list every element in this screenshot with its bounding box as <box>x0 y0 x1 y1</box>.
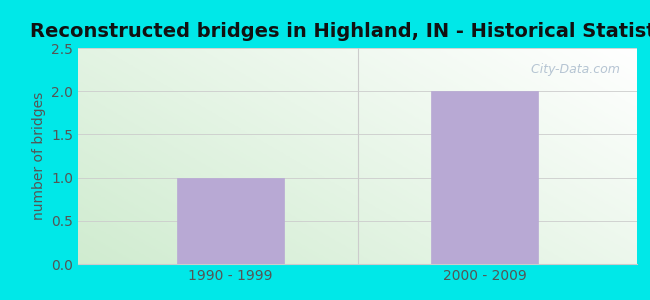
Y-axis label: number of bridges: number of bridges <box>32 92 46 220</box>
Title: Reconstructed bridges in Highland, IN - Historical Statistics: Reconstructed bridges in Highland, IN - … <box>30 22 650 41</box>
Bar <box>431 91 538 264</box>
Bar <box>177 178 284 264</box>
Text: City-Data.com: City-Data.com <box>523 63 620 76</box>
